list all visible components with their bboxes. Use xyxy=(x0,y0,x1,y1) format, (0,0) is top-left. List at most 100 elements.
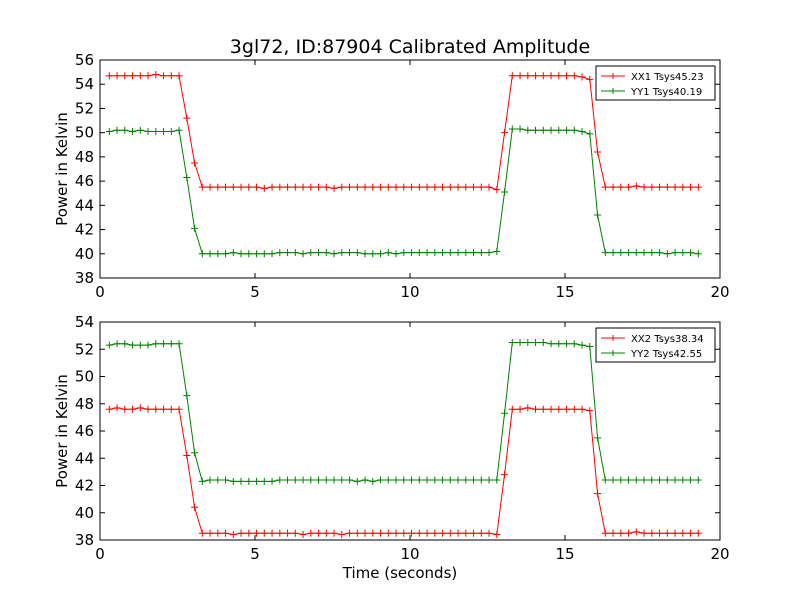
p1-series-0-point xyxy=(617,183,625,191)
p1-series-1-point xyxy=(315,249,323,257)
p1-series-1-point xyxy=(206,250,214,258)
p2-series-1-point xyxy=(175,340,183,348)
p1-series-1-point xyxy=(408,249,416,257)
p1-series-1-point xyxy=(679,249,687,257)
p1-legend-box xyxy=(595,65,716,101)
p1-series-1-point xyxy=(539,126,547,134)
p1-series-0-point xyxy=(423,183,431,191)
p2-series-0-point xyxy=(555,405,563,413)
p2-legend-marker-1 xyxy=(610,350,616,356)
p1-series-1-point xyxy=(330,250,338,258)
p2-y-axis-label: Power in Kelvin xyxy=(53,374,71,488)
p2-series-0-point xyxy=(671,529,679,537)
p1-series-1-point xyxy=(361,250,369,258)
p1-series-0-point xyxy=(516,72,524,80)
p1-series-0-point xyxy=(338,183,346,191)
p1-series-0-point xyxy=(477,183,485,191)
p2-x-tick-label: 20 xyxy=(710,545,729,563)
p1-series-1-point xyxy=(601,249,609,257)
p1-series-0-point xyxy=(656,183,664,191)
p1-series-1-point xyxy=(276,249,284,257)
p1-series-0-point xyxy=(160,72,168,80)
p2-series-0-point xyxy=(508,405,516,413)
p2-series-1-point xyxy=(268,477,276,485)
p2-series-0-point xyxy=(229,531,237,539)
p1-series-0-point xyxy=(462,183,470,191)
p2-series-0-point xyxy=(609,529,617,537)
p2-series-1-point xyxy=(346,476,354,484)
p1-legend-marker-0 xyxy=(610,73,616,79)
p1-series-0-point xyxy=(330,184,338,192)
p2-series-0-point xyxy=(578,405,586,413)
p2-series-1-point xyxy=(648,476,656,484)
p1-series-1-point xyxy=(656,249,664,257)
p1-series-0-point xyxy=(470,183,478,191)
p1-series-0-point xyxy=(237,183,245,191)
p1-series-0-point xyxy=(183,114,191,122)
p2-series-1-point xyxy=(617,476,625,484)
p1-series-0-point xyxy=(206,183,214,191)
p2-series-0-point xyxy=(663,529,671,537)
p1-series-0-point xyxy=(563,72,571,80)
p1-series-1-point xyxy=(632,249,640,257)
p2-series-0-point xyxy=(253,529,261,537)
p1-series-1-point xyxy=(253,250,261,258)
p1-series-1-point xyxy=(105,127,113,135)
p2-series-0-point xyxy=(625,529,633,537)
p1-series-0-point xyxy=(113,72,121,80)
p1-series-1-point xyxy=(369,250,377,258)
p2-series-0-point xyxy=(454,529,462,537)
p2-series-0-point xyxy=(485,529,493,537)
p1-series-0-point xyxy=(539,72,547,80)
p2-series-1-point xyxy=(322,476,330,484)
p1-series-0-point xyxy=(532,72,540,80)
p2-series-0-point xyxy=(353,529,361,537)
p2-series-1-point xyxy=(144,341,152,349)
p1-series-1-point xyxy=(175,126,183,134)
p1-series-1-point xyxy=(191,224,199,232)
p2-series-0-point xyxy=(299,531,307,539)
p2-series-1-point xyxy=(229,477,237,485)
p2-series-0-point xyxy=(307,529,315,537)
p2-series-0-point xyxy=(632,528,640,536)
p2-series-1-point xyxy=(516,338,524,346)
p1-series-0-point xyxy=(555,72,563,80)
p2-series-1-point xyxy=(687,476,695,484)
p1-series-0-point xyxy=(361,183,369,191)
p1-series-0-point xyxy=(694,183,702,191)
p1-series-1-point xyxy=(609,249,617,257)
p1-series-0-point xyxy=(144,72,152,80)
p1-series-1-point xyxy=(547,126,555,134)
p2-series-1-point xyxy=(369,477,377,485)
p1-series-1-point xyxy=(493,247,501,255)
p2-series-1-point xyxy=(485,476,493,484)
p1-series-1-point xyxy=(431,249,439,257)
p2-series-0-point xyxy=(175,405,183,413)
p2-series-0-point xyxy=(260,529,268,537)
p2-series-1 xyxy=(105,338,702,485)
p2-series-0-point xyxy=(346,529,354,537)
p1-series-0-point xyxy=(384,183,392,191)
p1-series-1-point xyxy=(198,250,206,258)
p2-series-0-point xyxy=(276,529,284,537)
p2-series-1-point xyxy=(532,338,540,346)
p1-series-0-point xyxy=(648,183,656,191)
p2-series-1-point xyxy=(361,476,369,484)
p2-y-tick-label: 50 xyxy=(75,368,94,386)
p1-y-tick-label: 50 xyxy=(75,124,94,142)
p2-series-0-point xyxy=(601,529,609,537)
p2-series-0-point xyxy=(105,405,113,413)
p1-y-tick-label: 40 xyxy=(75,245,94,263)
p2-series-1-point xyxy=(260,477,268,485)
p1-y-tick-label: 46 xyxy=(75,172,94,190)
p2-series-1-point xyxy=(601,476,609,484)
p1-series-0-point xyxy=(136,72,144,80)
p2-series-0-point xyxy=(160,405,168,413)
p2-series-0-point xyxy=(152,405,160,413)
p1-series-0-point xyxy=(547,72,555,80)
p2-series-1-point xyxy=(330,476,338,484)
p1-x-tick-label: 10 xyxy=(400,283,419,301)
p2-series-1-point xyxy=(477,476,485,484)
p1-series-1-point xyxy=(307,249,315,257)
p2-series-0-point xyxy=(586,407,594,415)
